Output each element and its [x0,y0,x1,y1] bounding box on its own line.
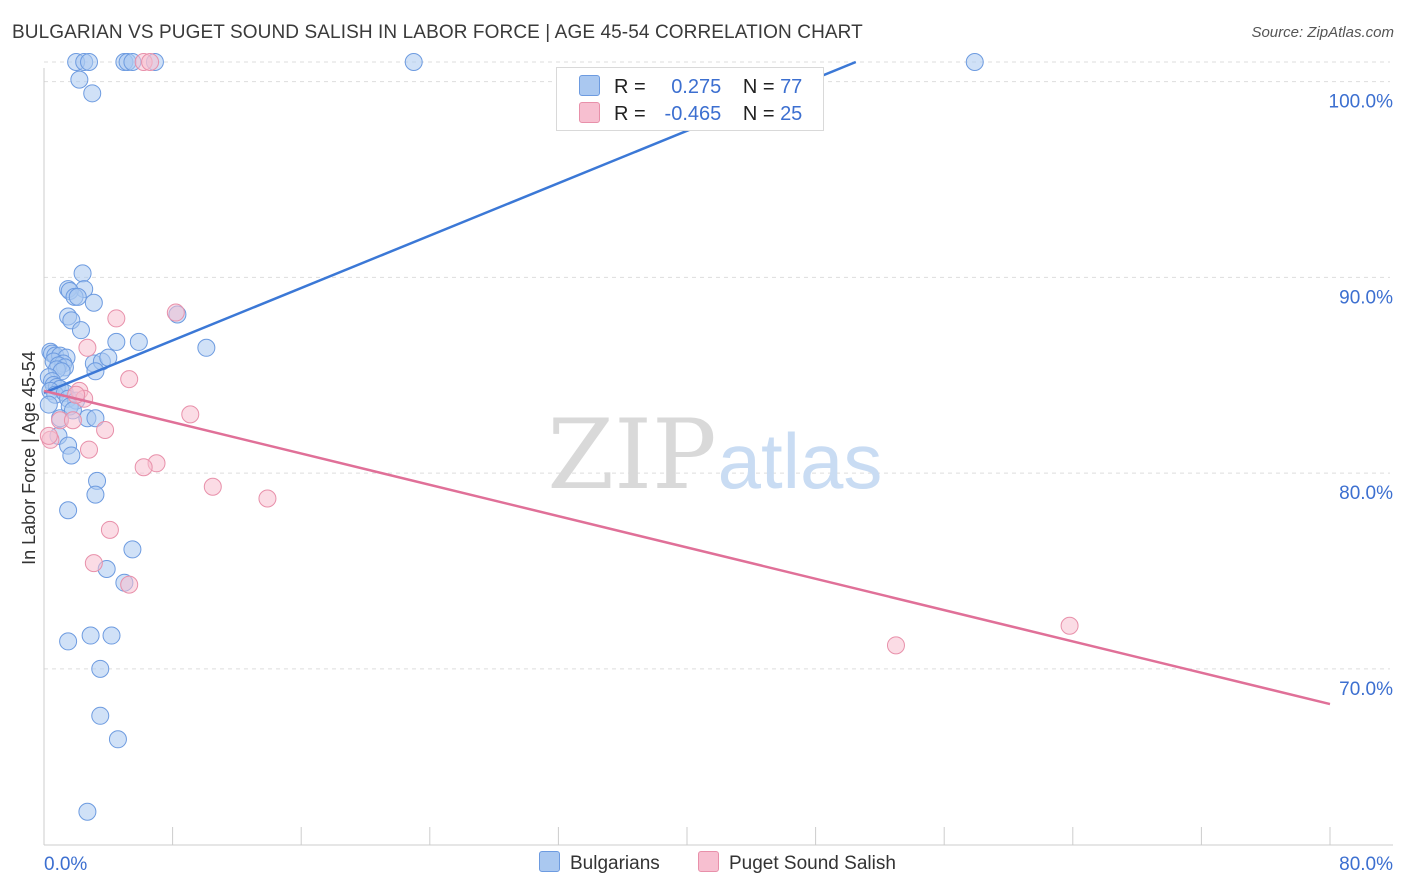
series-legend-bulgarians[interactable]: Bulgarians [539,851,660,875]
point-bulgarians [86,485,105,504]
legend-swatch-bulgarians [579,75,600,96]
point-bulgarians [197,338,216,357]
point-puget-sound-salish [80,440,99,459]
point-bulgarians [71,321,90,340]
point-puget-sound-salish [1060,616,1079,635]
point-bulgarians [59,501,78,520]
y-axis-label: In Labor Force | Age 45-54 [19,351,39,565]
legend-row-bulgarians: R = 0.275 N = 77 [579,75,802,99]
point-puget-sound-salish [120,575,139,594]
point-puget-sound-salish [166,303,185,322]
point-bulgarians [62,446,81,465]
series-legend: Bulgarians Puget Sound Salish [0,851,1406,879]
point-bulgarians [86,409,105,428]
legend-row-puget-sound-salish: R = -0.465 N = 25 [579,102,802,126]
point-bulgarians [107,332,126,351]
y-tick-label: 70.0% [1339,679,1393,700]
legend-n-label: N = [742,103,775,125]
point-puget-sound-salish [96,421,115,440]
point-bulgarians [404,53,423,71]
legend-r-value: -0.465 [664,103,722,125]
point-puget-sound-salish [84,554,103,573]
point-bulgarians [80,53,99,71]
point-bulgarians [965,53,984,71]
y-tick-label: 100.0% [1329,92,1394,113]
point-bulgarians [91,706,110,725]
data-points [39,53,1079,821]
point-bulgarians [70,70,89,89]
series-legend-puget-sound-salish[interactable]: Puget Sound Salish [698,851,896,875]
tick-labels: 70.0% 80.0% 90.0% 100.0% 0.0% 80.0% [44,92,1393,875]
chart-title: BULGARIAN VS PUGET SOUND SALISH IN LABOR… [12,22,863,43]
legend-r-label: R = [614,103,646,125]
legend-n-value: 25 [780,103,803,125]
series-name: Bulgarians [570,853,660,874]
x-tick-label: 0.0% [44,854,87,875]
grid-lines [44,61,1390,670]
point-bulgarians [83,84,102,103]
point-puget-sound-salish [134,458,153,477]
point-bulgarians [129,332,148,351]
correlation-legend: R = 0.275 N = 77 R = -0.465 N = 25 [556,67,824,131]
trend-lines [43,60,1331,706]
watermark-zip: ZIP [547,399,716,511]
source-label: Source: ZipAtlas.com [1251,24,1394,41]
point-bulgarians [39,395,58,414]
point-puget-sound-salish [203,477,222,496]
y-tick-label: 80.0% [1339,483,1393,504]
point-bulgarians [108,730,127,749]
point-bulgarians [84,293,103,312]
x-tick-label: 80.0% [1339,854,1393,875]
series-name: Puget Sound Salish [729,853,896,874]
watermark-atlas: atlas [718,417,883,505]
legend-r-label: R = [614,76,646,98]
point-bulgarians [73,264,92,283]
point-puget-sound-salish [63,411,82,430]
legend-n-value: 77 [780,76,803,98]
point-bulgarians [123,540,142,559]
trend-line-puget-sound-salish [43,389,1331,706]
point-puget-sound-salish [78,338,97,357]
legend-r-value: 0.275 [671,76,722,98]
point-puget-sound-salish [181,405,200,424]
axes [43,68,1393,846]
watermark: ZIP atlas [547,399,882,511]
legend-swatch-puget-sound-salish [579,102,600,123]
y-tick-label: 90.0% [1339,287,1393,308]
point-puget-sound-salish [886,636,905,655]
point-puget-sound-salish [120,370,139,389]
point-bulgarians [78,802,97,821]
series-swatch-puget-sound-salish [698,851,719,872]
point-puget-sound-salish [258,489,277,508]
series-swatch-bulgarians [539,851,560,872]
point-bulgarians [91,659,110,678]
point-puget-sound-salish [141,53,160,71]
point-bulgarians [81,626,100,645]
point-bulgarians [68,287,87,306]
point-puget-sound-salish [107,309,126,328]
point-puget-sound-salish [39,426,58,445]
point-puget-sound-salish [100,520,119,539]
legend-n-label: N = [742,76,775,98]
point-bulgarians [59,632,78,651]
point-bulgarians [102,626,121,645]
